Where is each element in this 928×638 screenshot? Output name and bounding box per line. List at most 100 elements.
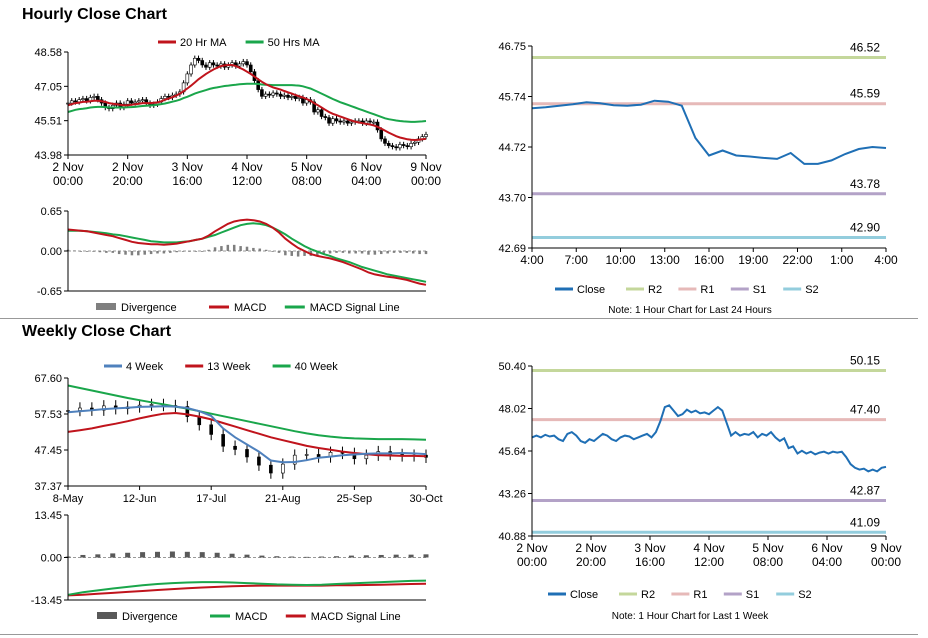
hourly-close-level-label-s2: 42.90 [850,221,880,235]
hourly-price-candle [327,117,331,124]
hourly-macd-divergence-bar [367,251,370,255]
hourly-price-candle [293,96,298,99]
hourly-macd-divergence-bar [73,250,76,252]
weekly-close-y-tick-label: 45.64 [498,446,526,458]
hourly-price-x-tick-label: 2 Nov [52,160,83,174]
weekly-macd-divergence-bar [423,554,429,558]
weekly-close-close-line [531,404,887,473]
hourly-macd-divergence-bar [399,251,402,253]
hourly-price-candle [92,96,96,98]
weekly-price-x-tick-label: 12-Jun [123,493,157,505]
hourly-price-candle [275,92,279,95]
hourly-macd-divergence-bar [386,251,389,254]
hourly-close-y-tick-label: 44.72 [498,142,526,154]
hourly-price-x-tick-label: 9 Nov [410,160,441,174]
weekly-close-y-tick-label: 43.26 [498,489,526,501]
hourly-macd-divergence-bar [245,246,249,251]
hourly-macd-divergence-bar [341,251,345,253]
hourly-price-candle [204,64,208,68]
weekly-price-x-tick-label: 21-Aug [265,493,300,505]
hourly-macd-divergence-bar [137,251,140,256]
hourly-price-candle [267,93,272,96]
weekly-price-candle [304,454,309,456]
section-divider [0,318,918,319]
weekly-macd-legend-label: MACD Signal Line [311,611,401,623]
hourly-signal-line [68,222,427,283]
weekly-macd-divergence-bar [229,553,235,558]
weekly-close-level-label-s2: 41.09 [850,515,880,529]
weekly-price-candle [316,454,321,458]
weekly-close-x-tick-label: 6 Nov [811,541,842,555]
weekly-close-x-tick-label: 5 Nov [752,541,783,555]
weekly-macd-divergence-bar [378,554,384,558]
hourly-macd-divergence-bar [277,251,281,253]
hourly-close-x-tick-label: 16:00 [694,253,724,267]
weekly-price-y-tick-label: 47.45 [34,445,62,457]
hourly-close-x-tick-label: 1:00 [830,253,854,267]
weekly-macd-divergence-bar [259,555,265,558]
weekly-close-level-label-r2: 50.15 [850,353,880,367]
weekly-price-candle [185,406,190,417]
hourly-ma20-line [67,64,427,142]
hourly-close-x-tick-label: 13:00 [650,253,680,267]
hourly-macd-divergence-bar [405,251,409,253]
weekly-macd-y-tick-label: -13.45 [31,595,62,607]
hourly-price-candle [398,144,402,149]
weekly-close-y-tick-label: 40.88 [498,531,526,543]
hourly-price-candle [140,99,145,102]
hourly-price-candle [401,144,406,146]
weekly-w40-line [67,384,427,441]
hourly-price-candle [215,64,219,67]
weekly-macd-divergence-bar [140,552,146,558]
hourly-price-candle [394,146,398,149]
weekly-close-legend-label: R2 [641,589,655,601]
hourly-macd-divergence-bar [360,251,364,254]
hourly-macd-divergence-bar [162,251,166,254]
hourly-close-x-tick-label: 22:00 [782,253,812,267]
hourly-close-y-tick-label: 42.69 [498,243,526,255]
weekly-close-x-tick-label: 04:00 [812,555,842,569]
weekly-macd-y-tick-label: 0.00 [41,553,62,565]
hourly-price-candle [241,61,246,65]
weekly-close-x-tick-label: 16:00 [635,555,665,569]
weekly-macd-divergence-bar [274,556,280,558]
weekly-macd-divergence-bar [199,552,205,558]
hourly-price-candle [282,94,287,97]
hourly-macd-divergence-bar [92,251,95,252]
weekly-price-x-tick-label: 30-Oct [409,493,442,505]
weekly-price-x-tick-label: 17-Jul [196,493,226,505]
weekly-macd-divergence-bar [244,554,250,558]
hourly-price-candle [316,109,320,113]
hourly-macd-divergence-bar [98,251,102,253]
hourly-price-candle [248,64,253,73]
hourly-macd-divergence-bar [207,249,210,251]
weekly-close-y-tick-label: 50.40 [498,361,526,373]
hourly-close-level-label-r1: 45.59 [850,87,880,101]
hourly-price-candle [297,97,302,99]
weekly-macd-divergence-bar [80,554,86,558]
hourly-macd-divergence-bar [290,251,293,256]
hourly-close-x-tick-label: 19:00 [738,253,768,267]
hourly-macd-divergence-bar [328,251,332,254]
hourly-close-x-tick-label: 4:00 [520,253,544,267]
hourly-price-x-tick-label: 3 Nov [172,160,203,174]
hourly-price-candle [330,118,335,124]
hourly-price-candle [386,143,391,146]
hourly-price-candle [211,62,216,66]
weekly-macd-divergence-bar [125,552,131,558]
weekly-price-x-tick-label: 25-Sep [337,493,372,505]
hourly-macd-divergence-bar [316,251,319,256]
weekly-close-x-tick-label: 3 Nov [634,541,665,555]
weekly-macd-line [67,579,427,596]
hourly-price-candle [137,100,141,103]
hourly-price-candle [345,120,350,124]
hourly-macd-divergence-bar [380,251,383,255]
weekly-price-candle [364,454,369,460]
hourly-macd-divergence-bar [252,247,255,251]
hourly-price-x-tick-label: 00:00 [53,174,83,188]
hourly-price-y-tick-label: 45.51 [34,116,62,128]
weekly-close-legend-label: S2 [798,589,811,601]
hourly-macd-divergence-bar [156,251,159,254]
hourly-macd-divergence-bar [181,251,185,252]
weekly-price-y-tick-label: 67.60 [34,373,62,385]
